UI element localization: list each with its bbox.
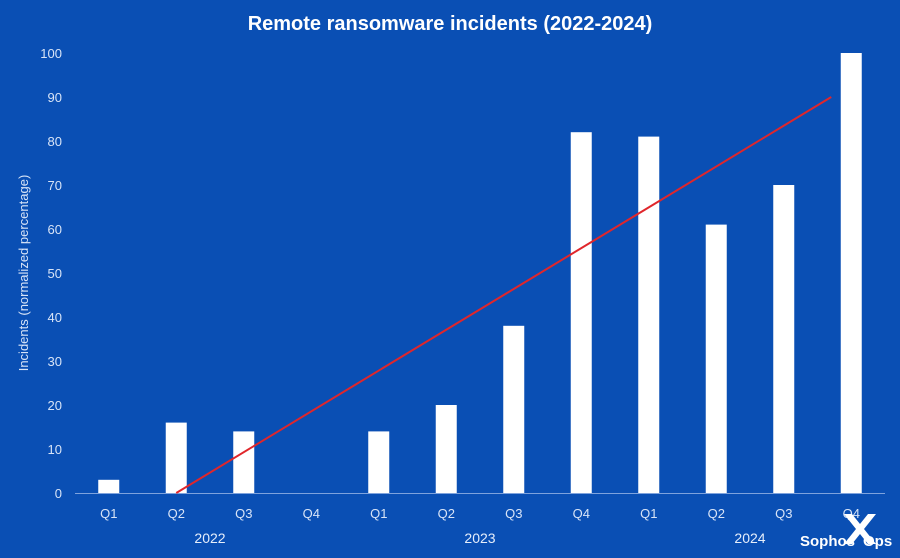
year-label: 2023 (464, 530, 495, 546)
sophos-xops-logo: Sophos Ops (800, 514, 892, 550)
x-mark-icon (844, 514, 876, 544)
bar (570, 132, 592, 493)
y-tick-label: 40 (48, 310, 62, 325)
x-tick-label: Q4 (303, 506, 320, 521)
x-tick-label: Q4 (573, 506, 590, 521)
bar (368, 431, 390, 493)
y-tick-label: 80 (48, 134, 62, 149)
logo-text-left: Sophos (800, 533, 855, 550)
bars-group (98, 53, 862, 493)
year-label: 2022 (194, 530, 225, 546)
bar (503, 325, 525, 493)
x-tick-label: Q2 (708, 506, 725, 521)
x-tick-label: Q3 (505, 506, 522, 521)
x-tick-label: Q3 (235, 506, 252, 521)
logo-text-right: Ops (863, 533, 892, 550)
year-label: 2024 (734, 530, 765, 546)
bar (98, 479, 120, 493)
year-labels: 2022 2023 2024 (194, 530, 765, 546)
bar (435, 405, 457, 493)
y-tick-label: 20 (48, 398, 62, 413)
x-tick-label: Q1 (370, 506, 387, 521)
x-axis-ticks: Q1 Q2 Q3 Q4 Q1 Q2 Q3 Q4 Q1 Q2 Q3 Q4 (100, 506, 860, 521)
x-tick-label: Q2 (438, 506, 455, 521)
y-axis-label: Incidents (normalized percentage) (16, 175, 31, 372)
bar (233, 431, 255, 493)
bar (165, 422, 187, 493)
y-tick-label: 50 (48, 266, 62, 281)
trendline (175, 96, 832, 494)
x-tick-label: Q1 (100, 506, 117, 521)
x-tick-label: Q3 (775, 506, 792, 521)
y-tick-label: 90 (48, 90, 62, 105)
y-tick-label: 10 (48, 442, 62, 457)
bar (773, 185, 795, 493)
y-tick-label: 0 (55, 486, 62, 501)
y-tick-label: 60 (48, 222, 62, 237)
bar (705, 224, 727, 493)
y-tick-label: 30 (48, 354, 62, 369)
chart-title: Remote ransomware incidents (2022-2024) (248, 13, 653, 35)
y-tick-label: 70 (48, 178, 62, 193)
x-tick-label: Q1 (640, 506, 657, 521)
bar (840, 53, 862, 493)
x-tick-label: Q2 (168, 506, 185, 521)
y-tick-label: 100 (40, 46, 62, 61)
bar (638, 136, 660, 493)
y-axis-ticks: 0 10 20 30 40 50 60 70 80 90 100 (40, 46, 62, 501)
